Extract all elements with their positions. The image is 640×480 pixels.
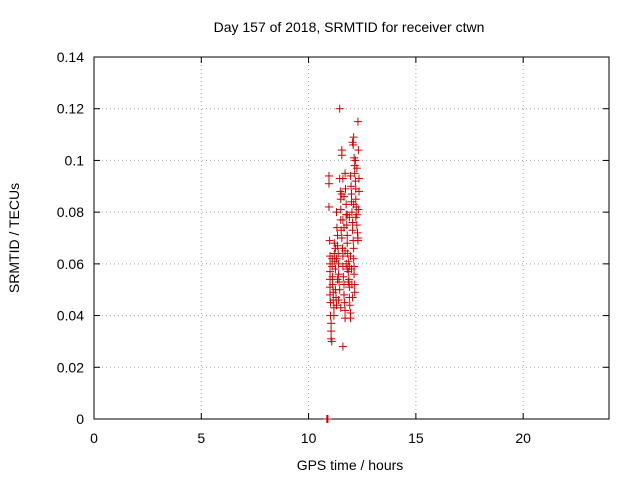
data-point: [332, 223, 341, 232]
data-point: [348, 293, 357, 302]
data-point: [327, 337, 336, 346]
data-points: [322, 104, 364, 423]
data-point: [350, 288, 359, 297]
plot-frame: [93, 56, 610, 420]
chart-title: Day 157 of 2018, SRMTID for receiver ctw…: [214, 19, 485, 35]
data-point: [328, 280, 337, 289]
data-point: [349, 133, 358, 142]
data-point: [343, 239, 352, 248]
data-point: [335, 285, 344, 294]
y-tick-label: 0.08: [57, 204, 84, 220]
data-point: [331, 244, 340, 253]
data-point: [341, 169, 350, 178]
data-point: [354, 205, 363, 214]
data-point: [353, 234, 362, 242]
data-point: [338, 215, 347, 224]
x-tick-label: 0: [90, 430, 98, 446]
data-point: [337, 234, 346, 242]
y-tick-label: 0.1: [65, 152, 85, 168]
data-point: [349, 140, 358, 149]
grid: [94, 57, 609, 419]
data-point: [347, 190, 356, 199]
data-point: [346, 171, 355, 180]
data-point: [355, 187, 364, 196]
data-point: [338, 174, 347, 183]
data-point: [341, 246, 350, 255]
x-tick-label: 5: [197, 430, 205, 446]
data-point: [332, 208, 341, 217]
data-point: [353, 117, 362, 126]
x-tick-label: 20: [515, 430, 531, 446]
data-point: [339, 192, 348, 201]
data-point: [355, 174, 364, 183]
data-point: [347, 280, 356, 289]
data-point: [339, 223, 348, 232]
data-point: [348, 218, 357, 227]
data-point: [326, 267, 335, 276]
data-point: [342, 200, 351, 209]
data-point: [351, 195, 360, 204]
data-point: [325, 236, 334, 245]
y-tick-label: 0.04: [57, 308, 84, 324]
data-point: [345, 301, 354, 310]
data-point: [339, 290, 348, 299]
y-tick-label: 0.02: [57, 359, 84, 375]
data-point: [324, 202, 333, 211]
data-point: [324, 179, 333, 188]
data-point: [339, 280, 348, 289]
data-point: [347, 182, 356, 191]
data-point: [334, 270, 343, 279]
data-point: [354, 146, 363, 155]
data-point: [327, 327, 336, 336]
data-point: [346, 252, 355, 261]
y-tick-label: 0: [76, 411, 84, 427]
data-point: [347, 265, 356, 274]
data-point: [349, 244, 358, 253]
data-point: [351, 156, 360, 165]
data-point: [334, 296, 343, 305]
data-point: [352, 164, 361, 173]
x-tick-label: 15: [408, 430, 424, 446]
data-point: [341, 184, 350, 193]
data-point: [348, 226, 357, 235]
y-tick-label: 0.14: [57, 49, 84, 65]
x-axis-label: GPS time / hours: [297, 457, 404, 473]
data-point: [349, 200, 358, 209]
data-point: [323, 415, 332, 423]
data-point: [347, 208, 356, 217]
data-point: [333, 275, 342, 284]
data-point: [333, 231, 342, 240]
data-point: [336, 303, 345, 312]
data-point: [346, 314, 355, 323]
data-point: [331, 265, 340, 274]
data-point: [351, 213, 360, 222]
y-tick-label: 0.06: [57, 256, 84, 272]
data-point: [337, 151, 346, 160]
data-point: [341, 306, 350, 315]
data-point: [332, 254, 341, 263]
data-point: [334, 259, 343, 268]
data-point: [352, 221, 361, 230]
data-point: [340, 298, 349, 307]
data-point: [339, 272, 348, 281]
data-point: [338, 252, 347, 261]
y-axis-label: SRMTID / TECUs: [6, 183, 22, 293]
axis-ticks: 0 5 10 15 20 0 0.02 0.04 0.06 0.08 0.1 0.12 0.14: [57, 49, 609, 446]
data-point: [327, 319, 336, 328]
data-point: [329, 311, 338, 320]
data-point: [335, 104, 344, 113]
data-point: [332, 301, 341, 310]
data-point: [328, 272, 337, 281]
data-point: [343, 231, 352, 240]
data-point: [338, 342, 347, 351]
data-point: [350, 169, 359, 178]
y-tick-label: 0.12: [57, 101, 84, 117]
x-tick-label: 10: [301, 430, 317, 446]
data-point: [336, 205, 345, 214]
data-point: [350, 270, 359, 279]
data-point: [334, 249, 343, 258]
data-point: [324, 171, 333, 180]
